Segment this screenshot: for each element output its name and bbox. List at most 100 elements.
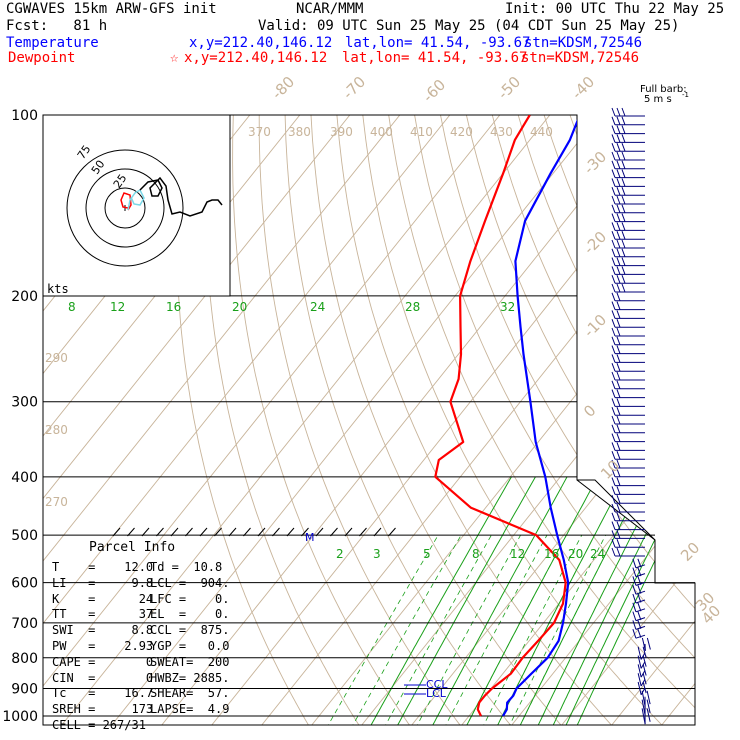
mixing-ratio-label: 3 [373, 547, 381, 561]
wind-barb [641, 708, 651, 725]
wind-barb-flag [637, 673, 642, 687]
wind-barb-flag [621, 213, 626, 222]
isotherm-line [158, 115, 661, 725]
init-line: Init: 00 UTC Thu 22 May 25 [505, 1, 725, 17]
wind-barb-flag [616, 213, 621, 222]
wind-barb [611, 398, 645, 407]
wind-barb-flag [616, 530, 621, 539]
hodograph-unit-label: kts [47, 282, 69, 296]
wind-barb-flag [611, 187, 616, 196]
wind-barb-flag [637, 664, 642, 678]
wind-barb [611, 222, 645, 231]
theta-line [175, 115, 311, 725]
parcel-row-left: CAPE = 0 [52, 654, 154, 669]
hodograph-panel [42, 114, 231, 297]
theta-line [336, 115, 616, 725]
wind-barb-flag [632, 585, 637, 595]
wind-barb-flag [616, 222, 621, 231]
freezing-hatch [228, 527, 237, 537]
wind-barb-flag [616, 248, 621, 257]
mixing-ratio-dashed-line [325, 534, 439, 725]
wind-barb-flag [646, 637, 651, 650]
freezing-hatch [257, 527, 266, 537]
wind-barb-flag [637, 646, 642, 660]
wind-barb-flag [616, 204, 621, 213]
wind-barb-flag [621, 143, 626, 152]
wind-barb-flag [616, 292, 621, 301]
wind-barb [641, 699, 651, 716]
wind-barb-flag [616, 125, 621, 134]
wind-barb-flag [616, 415, 621, 425]
wind-barb-flag [616, 257, 621, 266]
hodograph-trace-black [139, 176, 223, 217]
pressure-tick-label: 400 [11, 470, 38, 486]
wind-barb [611, 363, 645, 372]
wind-barb-flag [616, 134, 621, 143]
mixing-ratio-line [563, 476, 687, 725]
freezing-hatch [199, 527, 208, 537]
wind-barb [632, 585, 646, 595]
wind-barb-flag [616, 389, 621, 398]
wind-barb-flag [621, 222, 626, 231]
isotherm-line [709, 102, 740, 729]
wind-barb [611, 107, 645, 117]
wind-barb-flag [616, 187, 621, 196]
wind-barb [611, 301, 645, 311]
wind-barb [611, 195, 645, 205]
parcel-row-left: CELL = 267/31 [52, 718, 146, 732]
mixing-ratio-label: 24 [310, 300, 325, 314]
wind-barb [611, 275, 645, 284]
freezing-hatch [301, 527, 309, 537]
wind-barb-flag [611, 486, 616, 495]
dewpoint-legend-label: Dewpoint [8, 50, 76, 66]
wind-barb-flag [611, 239, 616, 249]
hodograph-ring [104, 187, 146, 229]
theta-label: 370 [248, 125, 271, 139]
theta-line [284, 115, 514, 725]
wind-barb [611, 371, 645, 381]
pressure-tick-label: 600 [11, 576, 38, 592]
wind-barb-flag [611, 363, 616, 372]
parcel-row-right: LCL = 904. [150, 575, 230, 590]
barb-legend-exponent: -1 [682, 91, 689, 99]
wind-barb-flag [632, 620, 637, 630]
isotherm-label: -60 [419, 76, 449, 106]
wind-barb-flag [616, 424, 621, 433]
wind-barb-flag [616, 143, 621, 152]
parcel-row-left: Tc = 16.7 [52, 686, 154, 701]
temperature-legend-stn: stn=KDSM,72546 [524, 35, 643, 51]
wind-barb [611, 530, 645, 539]
wind-barb-flag [616, 521, 621, 530]
wind-barb-flag [616, 512, 621, 521]
wind-barb [611, 283, 645, 293]
wind-barb [611, 239, 645, 249]
wind-barb-flag [611, 530, 616, 539]
wind-barb-flag [621, 257, 626, 266]
wind-barb-flag [611, 266, 616, 275]
mixing-ratio-line [551, 476, 676, 725]
temperature-legend-xy: x,y=212.40,146.12 [189, 35, 333, 51]
wind-barb [611, 380, 645, 390]
wind-barb-flag [616, 345, 621, 354]
wind-barb-flag [637, 629, 642, 638]
hodograph-ring [66, 149, 184, 267]
parcel-row-right: Td = 10.8 [150, 560, 223, 574]
isotherm-label: 20 [677, 539, 703, 565]
parcel-row-right: SWEAT= 200 [150, 654, 230, 669]
wind-barb [611, 231, 645, 240]
wind-barb-flag [611, 407, 616, 416]
parcel-row-right: CCL = 875. [150, 623, 230, 638]
wind-barb [611, 503, 645, 513]
isotherm-line [58, 115, 561, 725]
wind-barb-flag [616, 231, 621, 240]
pressure-tick-label: 100 [11, 108, 38, 124]
dewpoint-legend-stn: stn=KDSM,72546 [521, 50, 640, 66]
wind-barb-flag [611, 503, 616, 513]
theta-label: 440 [530, 125, 553, 139]
wind-barb-flag [616, 539, 621, 548]
wind-barb [632, 629, 646, 639]
parcel-row-left: T = 12.0 [52, 560, 154, 574]
wind-barb-flag [611, 151, 616, 161]
wind-barb [632, 593, 646, 604]
theta-label: 430 [490, 125, 513, 139]
